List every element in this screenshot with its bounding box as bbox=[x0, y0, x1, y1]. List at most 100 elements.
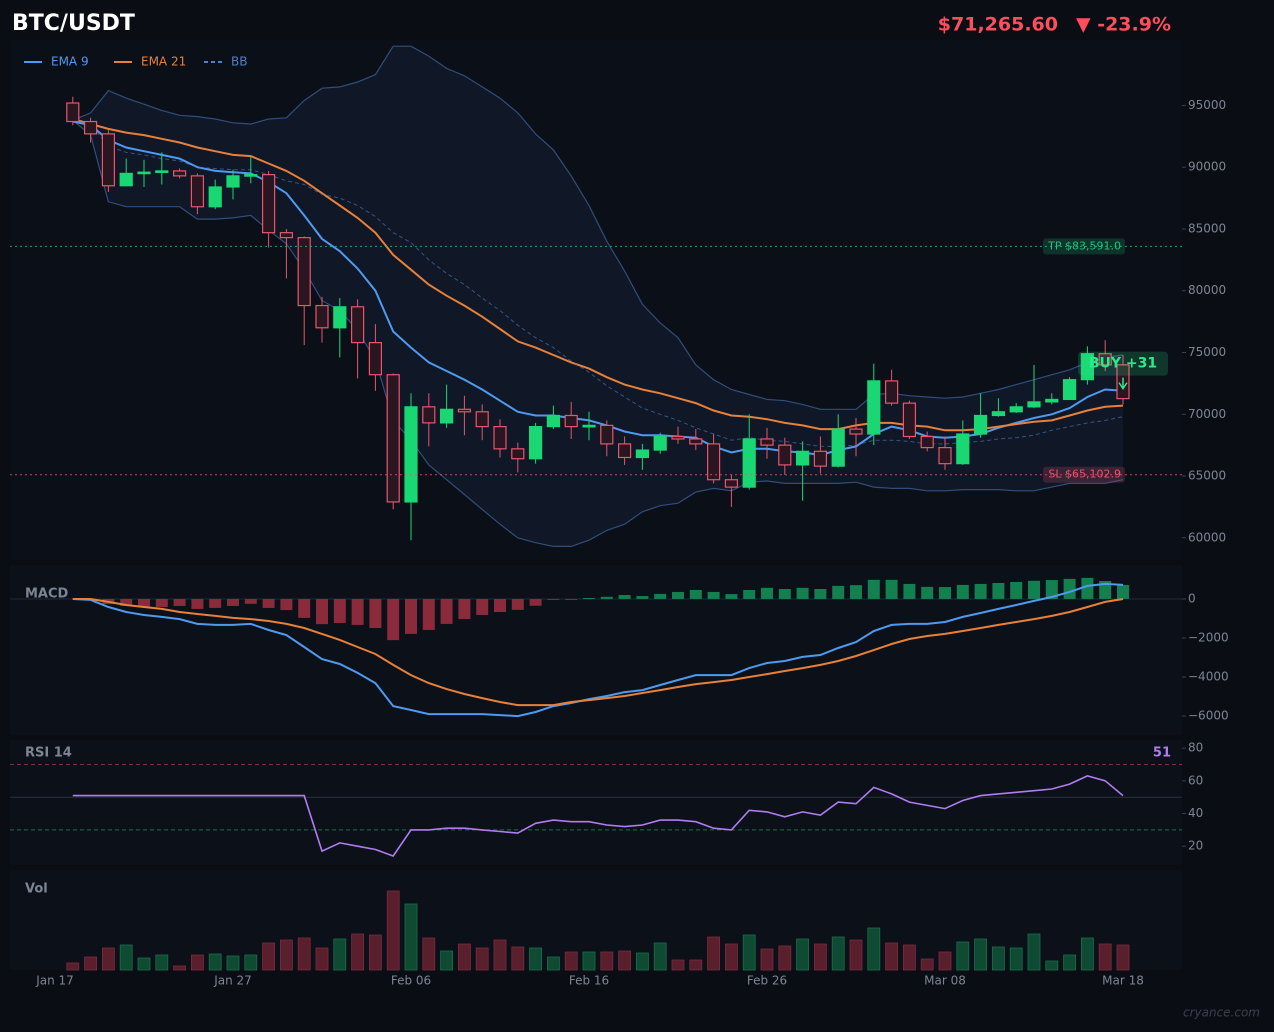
y-tick-label: 60000 bbox=[1188, 530, 1226, 544]
candle-body bbox=[706, 443, 721, 481]
candle-body bbox=[511, 448, 525, 460]
candle-body bbox=[155, 170, 169, 174]
volume-bar bbox=[297, 937, 311, 971]
y-tick-label: −4000 bbox=[1188, 670, 1229, 684]
macd-histogram-bar bbox=[832, 585, 845, 599]
volume-bar bbox=[315, 947, 329, 971]
volume-bar bbox=[742, 934, 756, 971]
candle-body bbox=[262, 174, 276, 234]
y-tick-label: 90000 bbox=[1188, 160, 1226, 174]
macd-histogram-bar bbox=[921, 586, 934, 599]
candle-body bbox=[101, 133, 116, 187]
volume-bar bbox=[137, 957, 151, 971]
volume-bar bbox=[457, 943, 471, 971]
volume-bar bbox=[226, 955, 240, 971]
macd-histogram-bar bbox=[618, 595, 631, 599]
macd-histogram-bar bbox=[850, 585, 862, 599]
macd-histogram-bar bbox=[1117, 584, 1129, 599]
y-tick-label: 80 bbox=[1188, 741, 1203, 755]
candle-body bbox=[867, 380, 881, 435]
candle-body bbox=[795, 450, 810, 466]
macd-line bbox=[72, 598, 1124, 707]
candle-body bbox=[1080, 353, 1095, 381]
volume-bar bbox=[208, 953, 222, 971]
macd-histogram-bar bbox=[547, 598, 560, 600]
y-tick-label: 85000 bbox=[1188, 221, 1226, 235]
band-mid bbox=[72, 119, 1124, 447]
y-tick-label: −6000 bbox=[1188, 709, 1229, 723]
macd-histogram-bar bbox=[422, 598, 435, 630]
macd-histogram-bar bbox=[529, 598, 542, 606]
candle-body bbox=[66, 102, 80, 123]
volume-bar bbox=[992, 946, 1005, 971]
band-fill bbox=[72, 46, 1123, 547]
macd-histogram-bar bbox=[672, 591, 684, 599]
candle-body bbox=[920, 435, 934, 449]
candle-body bbox=[244, 174, 258, 177]
signal-label: BUY +31 bbox=[1089, 356, 1157, 372]
candle-body bbox=[564, 414, 578, 428]
candle-body bbox=[297, 237, 311, 307]
macd-panel bbox=[10, 565, 1182, 735]
candle-body bbox=[386, 374, 400, 503]
legend-label: EMA 21 bbox=[141, 55, 186, 69]
candle-body bbox=[973, 414, 988, 435]
y-tick-label: 40 bbox=[1188, 806, 1203, 820]
volume-bar bbox=[778, 945, 792, 971]
macd-histogram-bar bbox=[298, 598, 311, 618]
candle-body bbox=[813, 450, 828, 467]
macd-histogram-bar bbox=[636, 596, 649, 599]
panel-title: MACD bbox=[25, 587, 69, 602]
macd-histogram-bar bbox=[476, 598, 489, 615]
volume-bar bbox=[102, 947, 115, 971]
volume-bar bbox=[475, 947, 489, 971]
volume-bar bbox=[1116, 944, 1130, 971]
volume-bar bbox=[885, 942, 898, 971]
panel-title: RSI 14 bbox=[25, 746, 72, 761]
volume-bar bbox=[600, 951, 614, 971]
macd-histogram-bar bbox=[173, 598, 186, 606]
candle-body bbox=[440, 408, 454, 424]
x-tick-label: Jan 17 bbox=[35, 974, 74, 988]
macd-histogram-bar bbox=[209, 598, 222, 608]
legend-label: BB bbox=[231, 55, 247, 69]
macd-histogram-bar bbox=[1063, 578, 1076, 599]
candle-body bbox=[991, 411, 1006, 417]
volume-bar bbox=[636, 952, 649, 971]
volume-bar bbox=[190, 954, 204, 971]
volume-bar bbox=[1027, 933, 1041, 971]
y-tick-label: 0 bbox=[1188, 591, 1196, 605]
candle-body bbox=[849, 428, 863, 435]
candle-body bbox=[422, 406, 436, 424]
volume-bar bbox=[760, 948, 774, 971]
level-label: SL $65,102.9 bbox=[1048, 468, 1121, 481]
macd-histogram-bar bbox=[316, 598, 328, 625]
volume-bar bbox=[707, 936, 720, 971]
volume-bar bbox=[404, 903, 418, 971]
candle-body bbox=[938, 447, 952, 465]
candle-body bbox=[902, 402, 917, 438]
macd-histogram-bar bbox=[155, 598, 168, 607]
macd-histogram-bar bbox=[405, 598, 417, 634]
last-value-label: 51 bbox=[1153, 746, 1171, 761]
volume-bar bbox=[493, 939, 507, 971]
y-tick-label: 20 bbox=[1188, 839, 1203, 853]
macd-histogram-bar bbox=[600, 596, 613, 599]
macd-histogram-bar bbox=[725, 594, 738, 599]
ema-line bbox=[72, 118, 1124, 432]
x-tick-label: Feb 26 bbox=[747, 974, 787, 988]
candle-body bbox=[368, 342, 382, 376]
ema-line bbox=[72, 120, 1124, 457]
volume-bar bbox=[1045, 960, 1059, 971]
x-tick-label: Feb 06 bbox=[391, 974, 431, 988]
y-tick-label: 60 bbox=[1188, 773, 1203, 787]
macd-histogram-bar bbox=[244, 598, 257, 604]
candle-body bbox=[956, 433, 970, 465]
candle-body bbox=[173, 170, 187, 177]
candle-body bbox=[528, 426, 543, 460]
macd-histogram-bar bbox=[138, 598, 150, 607]
candle-body bbox=[1045, 398, 1059, 403]
volume-bar bbox=[920, 958, 934, 971]
macd-histogram-bar bbox=[191, 598, 204, 609]
